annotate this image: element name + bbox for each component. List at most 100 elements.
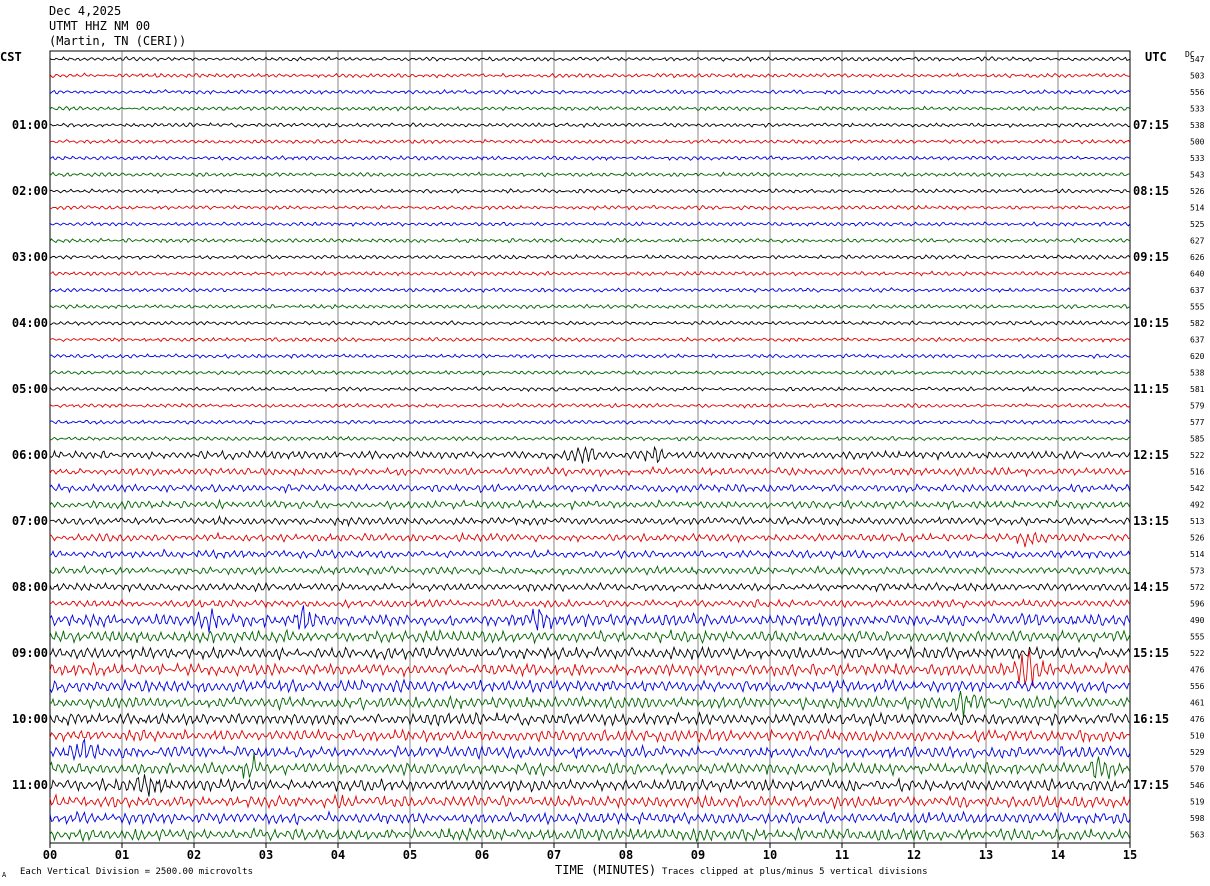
trace-row-6 xyxy=(49,154,1131,161)
x-axis-title: TIME (MINUTES) xyxy=(555,863,657,877)
trace-row-38 xyxy=(49,678,1131,694)
dc-offset-value: 547 xyxy=(1190,55,1205,64)
dc-offset-value: 522 xyxy=(1190,649,1205,658)
dc-offset-value: 525 xyxy=(1190,220,1205,229)
dc-offset-value: 640 xyxy=(1190,270,1205,279)
x-tick-label-04: 04 xyxy=(331,848,345,862)
trace-row-17 xyxy=(49,336,1131,343)
dc-offset-value: 500 xyxy=(1190,138,1205,147)
dc-offset-value: 579 xyxy=(1190,402,1205,411)
trace-row-27 xyxy=(49,498,1131,511)
dc-offset-value: 620 xyxy=(1190,352,1205,361)
dc-offset-value: 516 xyxy=(1190,468,1205,477)
dc-column-header: DC xyxy=(1185,50,1195,59)
right-hour-label: 12:15 xyxy=(1133,448,1169,462)
trace-row-32 xyxy=(49,581,1131,593)
dc-offset-value: 626 xyxy=(1190,253,1205,262)
minute-gridlines xyxy=(121,51,1059,843)
trace-row-41 xyxy=(49,727,1131,744)
dc-offset-value: 513 xyxy=(1190,517,1205,526)
dc-offset-value: 555 xyxy=(1190,303,1205,312)
dc-offset-value: 577 xyxy=(1190,418,1205,427)
dc-offset-value: 514 xyxy=(1190,204,1205,213)
trace-row-37 xyxy=(49,650,1131,687)
trace-row-18 xyxy=(49,353,1131,360)
trace-row-7 xyxy=(49,171,1130,178)
seismic-traces xyxy=(49,55,1131,843)
left-hour-label: 03:00 xyxy=(12,250,48,264)
dc-offset-value: 526 xyxy=(1190,187,1205,196)
dc-offset-value: 538 xyxy=(1190,121,1205,130)
dc-offset-value: 637 xyxy=(1190,336,1205,345)
right-hour-label: 16:15 xyxy=(1133,712,1169,726)
trace-row-46 xyxy=(49,810,1131,826)
dc-offset-value: 529 xyxy=(1190,748,1205,757)
dc-offset-value: 533 xyxy=(1190,105,1205,114)
chart-date: Dec 4,2025 xyxy=(49,4,122,18)
trace-row-45 xyxy=(49,793,1131,810)
left-timezone-label: CST xyxy=(0,50,22,64)
x-tick-label-01: 01 xyxy=(115,848,129,862)
x-tick-label-09: 09 xyxy=(691,848,705,862)
dc-offset-value: 542 xyxy=(1190,484,1205,493)
station-location: (Martin, TN (CERI)) xyxy=(49,34,187,48)
dc-offset-value: 503 xyxy=(1190,72,1205,81)
trace-row-0 xyxy=(49,55,1131,62)
dc-offset-value: 510 xyxy=(1190,732,1205,741)
trace-row-40 xyxy=(49,711,1131,727)
x-tick-label-03: 03 xyxy=(259,848,273,862)
x-axis-ticks: 00 01 02 03 04 05 06 07 08 09 10 11 12 13 14 15 xyxy=(43,843,1137,862)
x-tick-label-07: 07 xyxy=(547,848,561,862)
trace-row-13 xyxy=(49,270,1131,277)
trace-row-43 xyxy=(49,752,1131,780)
left-hour-label: 01:00 xyxy=(12,118,48,132)
left-hour-label: 11:00 xyxy=(12,778,48,792)
dc-offset-value: 556 xyxy=(1190,88,1205,97)
right-hour-label: 15:15 xyxy=(1133,646,1169,660)
dc-offset-value: 533 xyxy=(1190,154,1205,163)
clip-note: Traces clipped at plus/minus 5 vertical … xyxy=(662,867,928,877)
right-hour-label: 09:15 xyxy=(1133,250,1169,264)
dc-offset-value: 572 xyxy=(1190,583,1205,592)
left-hour-label: 07:00 xyxy=(12,514,48,528)
left-hour-label: 04:00 xyxy=(12,316,48,330)
x-tick-label-12: 12 xyxy=(907,848,921,862)
trace-row-1 xyxy=(49,72,1131,79)
trace-row-14 xyxy=(49,287,1131,294)
right-hour-label: 14:15 xyxy=(1133,580,1169,594)
x-tick-label-00: 00 xyxy=(43,848,57,862)
trace-row-21 xyxy=(49,402,1131,409)
right-hour-label: 13:15 xyxy=(1133,514,1169,528)
dc-offset-value: 637 xyxy=(1190,286,1205,295)
dc-offset-value: 582 xyxy=(1190,319,1205,328)
dc-offset-value: 490 xyxy=(1190,616,1205,625)
trace-row-22 xyxy=(49,419,1131,425)
trace-row-30 xyxy=(49,548,1131,560)
left-hour-label: 05:00 xyxy=(12,382,48,396)
dc-offset-value: 581 xyxy=(1190,385,1205,394)
trace-row-16 xyxy=(49,320,1131,326)
trace-row-29 xyxy=(49,531,1131,548)
trace-row-25 xyxy=(49,465,1131,478)
left-hour-label: 06:00 xyxy=(12,448,48,462)
trace-row-10 xyxy=(49,221,1131,227)
dc-offset-value: 555 xyxy=(1190,633,1205,642)
dc-offset-value: 546 xyxy=(1190,781,1205,790)
x-tick-label-11: 11 xyxy=(835,848,849,862)
trace-row-31 xyxy=(49,564,1131,576)
trace-row-15 xyxy=(49,303,1131,310)
trace-row-20 xyxy=(49,386,1131,393)
dc-offset-value: 627 xyxy=(1190,237,1205,246)
trace-row-11 xyxy=(49,237,1131,244)
left-hour-label: 09:00 xyxy=(12,646,48,660)
trace-row-24 xyxy=(49,445,1131,464)
left-hour-label: 02:00 xyxy=(12,184,48,198)
trace-row-5 xyxy=(49,138,1131,145)
scale-note: Each Vertical Division = 2500.00 microvo… xyxy=(20,867,253,877)
x-tick-label-08: 08 xyxy=(619,848,633,862)
corner-mark: A xyxy=(2,871,7,879)
left-hour-label: 08:00 xyxy=(12,580,48,594)
dc-offset-value: 519 xyxy=(1190,798,1205,807)
dc-offset-value: 461 xyxy=(1190,699,1205,708)
